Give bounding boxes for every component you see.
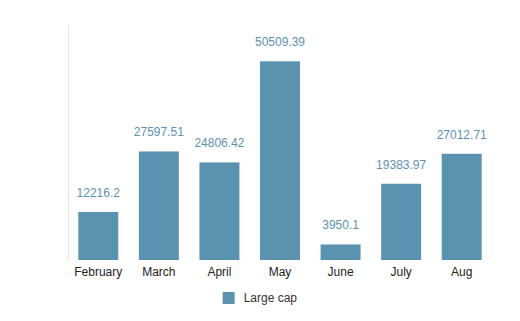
legend-item: Large cap (223, 291, 298, 305)
data-label: 3950.1 (322, 218, 359, 232)
x-tick: July (390, 260, 411, 279)
x-tick: April (207, 260, 231, 279)
bar (260, 61, 300, 260)
legend: Large cap (223, 291, 298, 305)
bar (78, 212, 118, 260)
x-tick-label: March (142, 265, 175, 279)
data-label: 24806.42 (194, 136, 244, 150)
legend-label: Large cap (244, 291, 298, 305)
x-tick-label: February (74, 265, 122, 279)
x-tick-label: June (328, 265, 354, 279)
chart-svg: February March April May June July Aug 12216.2 2… (0, 0, 520, 321)
data-label: 12216.2 (77, 186, 121, 200)
x-tick: May (269, 260, 292, 279)
data-label: 19383.97 (376, 158, 426, 172)
x-tick-label: Aug (451, 265, 472, 279)
data-label: 27597.51 (134, 125, 184, 139)
y-axis-line (68, 25, 69, 261)
bar (381, 184, 421, 260)
x-tick: June (328, 260, 354, 279)
bars (78, 61, 481, 260)
x-axis: February March April May June July Aug (69, 260, 493, 279)
y-axis (68, 25, 69, 261)
bar (199, 162, 239, 260)
chart-container: February March April May June July Aug 12216.2 2… (0, 0, 520, 321)
x-tick-label: May (269, 265, 292, 279)
bar (139, 151, 179, 260)
data-label: 27012.71 (437, 128, 487, 142)
data-labels: 12216.2 27597.51 24806.42 50509.39 3950.1 193… (77, 35, 487, 232)
bar (442, 154, 482, 260)
data-label: 50509.39 (255, 35, 305, 49)
x-tick: March (142, 260, 175, 279)
x-axis-line (69, 260, 493, 261)
x-tick: Aug (451, 260, 472, 279)
x-tick-label: July (390, 265, 411, 279)
bar (321, 244, 361, 260)
x-tick-label: April (207, 265, 231, 279)
legend-swatch (223, 292, 235, 304)
x-tick: February (74, 260, 122, 279)
